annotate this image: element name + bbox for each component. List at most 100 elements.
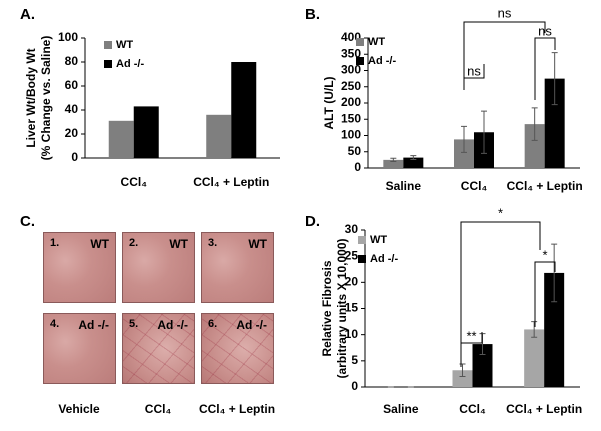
significance-bracket [534,261,556,327]
legend-label: WT [368,36,385,48]
error-bar [410,155,417,161]
column-label: CCl₄ [145,402,172,416]
bar [472,344,493,387]
y-tick-label: 150 [341,111,361,125]
error-bar [461,125,467,153]
histology-image: 3. WT [201,232,274,303]
significance-label: ** [466,328,476,343]
y-tick-label: 350 [341,46,361,60]
legend-label: Ad -/- [116,58,144,70]
y-tick-label: 10 [345,327,359,341]
x-tick-label: CCl₄ + Leptin [507,179,583,193]
x-tick-label: Saline [383,402,419,416]
column-label: Vehicle [58,402,100,416]
y-tick-label: 60 [65,78,79,92]
error-bar [531,107,538,141]
tile-number: 4. [50,318,60,330]
bar [544,78,565,168]
y-tick-label: 300 [341,63,361,77]
panel-label: B. [305,6,320,23]
histology-image: 1. WT [43,232,116,303]
error-bar [531,321,538,338]
tile-number: 5. [129,318,139,330]
y-tick-label: 80 [65,54,79,68]
tile-number: 3. [208,237,218,249]
y-axis-label: ALT (U/L) [322,76,336,129]
x-tick-label: CCl₄ [461,179,488,193]
legend-swatch [104,41,112,49]
tile-label: Ad -/- [236,318,267,332]
y-tick-label: 50 [348,144,362,158]
column-label: CCl₄ + Leptin [199,402,275,416]
bar [133,106,159,158]
y-tick-label: 25 [345,248,359,262]
y-axis-label: (% Change vs. Saline) [39,36,53,161]
legend-label: Ad -/- [368,55,396,67]
significance-bracket [460,221,541,365]
error-bar [551,52,558,106]
significance-label: ns [498,5,512,20]
significance-label: * [498,205,503,220]
significance-label: ns [467,63,481,78]
y-tick-label: 20 [65,126,79,140]
y-tick-label: 0 [351,379,358,393]
tile-label: WT [248,237,267,251]
y-tick-label: 5 [351,353,358,367]
legend-label: WT [116,39,133,51]
y-tick-label: 100 [341,128,361,142]
tile-number: 6. [208,318,218,330]
significance-label: ns [538,23,552,38]
error-bar [390,157,397,162]
error-bar [481,110,487,154]
y-tick-label: 0 [354,160,361,174]
tile-label: Ad -/- [78,318,109,332]
significance-bracket [463,21,546,80]
legend-swatch [356,57,364,65]
significance-label: * [542,247,547,262]
x-tick-label: CCl₄ [121,175,148,189]
y-axis-label: Liver Wt/Body Wt [24,48,38,147]
bar [231,62,257,158]
histology-image: 4. Ad -/- [43,313,116,384]
tile-label: Ad -/- [157,318,188,332]
bar [383,159,404,168]
legend-swatch [358,236,366,244]
y-tick-label: 0 [71,150,78,164]
histology-image: 2. WT [122,232,195,303]
bar [452,370,473,387]
bar [108,120,134,158]
y-tick-label: 20 [345,275,359,289]
y-tick-label: 30 [345,222,359,236]
y-axis-label: Relative Fibrosis [320,260,334,356]
significance-bracket [460,332,483,367]
y-tick-label: 200 [341,95,361,109]
significance-bracket [534,37,556,100]
y-tick-label: 100 [58,30,78,44]
legend-label: Ad -/- [370,253,398,265]
x-tick-label: CCl₄ + Leptin [506,402,582,416]
tile-number: 1. [50,237,60,249]
y-tick-label: 15 [345,301,359,315]
histology-image: 5. Ad -/- [122,313,195,384]
histology-image: 6. Ad -/- [201,313,274,384]
bar [206,114,232,158]
legend-swatch [104,60,112,68]
x-tick-label: Saline [386,179,422,193]
bar [454,139,474,168]
bar [524,124,545,168]
legend-swatch [356,38,364,46]
y-axis-label: (arbitrary units X 10,000) [335,238,349,378]
panel-label: C. [20,213,35,230]
bar [524,329,545,387]
x-tick-label: CCl₄ [459,402,486,416]
bar [544,272,565,387]
tile-label: WT [90,237,109,251]
tile-label: WT [169,237,188,251]
x-tick-label: CCl₄ + Leptin [193,175,269,189]
panel-label: A. [20,6,35,23]
y-tick-label: 250 [341,79,361,93]
panel-label: D. [305,213,320,230]
legend-swatch [358,255,366,263]
